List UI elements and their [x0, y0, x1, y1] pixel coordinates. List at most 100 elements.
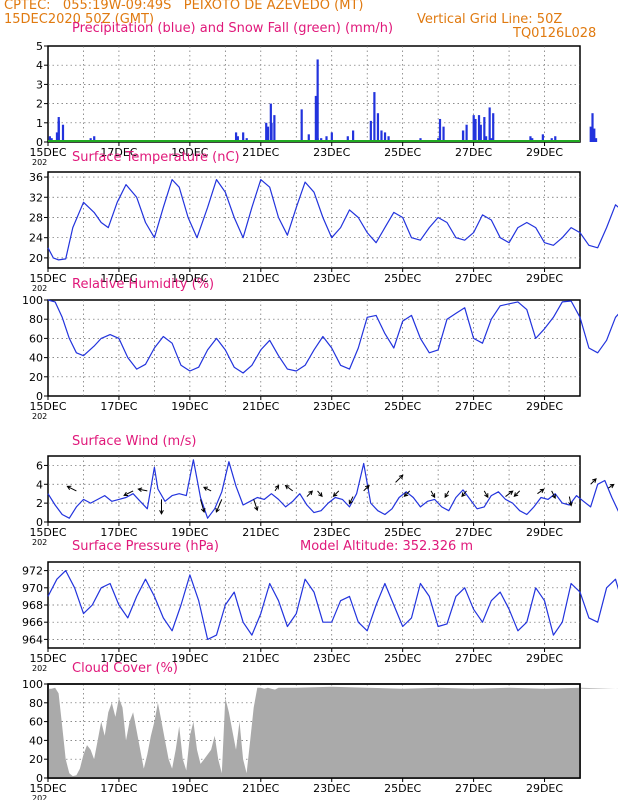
precip-ytick-label: 5: [36, 40, 43, 53]
precip-bar: [477, 115, 481, 142]
cloud-year-stub: 202: [32, 794, 47, 800]
precip-bar: [383, 132, 387, 142]
wind-vector: [363, 484, 370, 492]
precip-bar: [369, 120, 372, 142]
precip-bar: [307, 134, 310, 142]
wind-vector: [284, 484, 294, 492]
precip-ytick-label: 4: [36, 59, 43, 72]
pressure-ytick-label: 970: [22, 582, 43, 595]
temp-year-stub: 202: [32, 284, 47, 293]
rh-ytick-label: 0: [36, 390, 43, 403]
precip-bar: [346, 136, 349, 142]
precip-xtick-label: 29DEC: [526, 146, 563, 159]
wind-vector: [395, 474, 404, 483]
cloud-ytick-label: 100: [22, 678, 43, 691]
precip-bar: [442, 126, 445, 142]
cloud-xtick-label: 27DEC: [455, 782, 492, 795]
rh-xtick-label: 21DEC: [242, 400, 279, 413]
precip-bar: [269, 103, 272, 142]
rh-frame: [47, 299, 581, 397]
wind-vector: [137, 487, 148, 493]
precip-bar: [593, 128, 596, 142]
pressure-ytick-label: 964: [22, 633, 43, 646]
temp-series-line: [47, 179, 618, 261]
precip-bar: [465, 124, 468, 142]
rh-ytick-label: 40: [29, 352, 43, 365]
precip-frame: [47, 45, 581, 143]
wind-xtick-label: 17DEC: [100, 526, 137, 539]
rh-year-stub: 202: [32, 412, 47, 421]
cloud-xtick-label: 21DEC: [242, 782, 279, 795]
precip-ytick-label: 1: [36, 117, 43, 130]
rh-xtick-label: 17DEC: [100, 400, 137, 413]
precip-xtick-label: 25DEC: [384, 146, 421, 159]
wind-vector: [159, 499, 164, 515]
precip-bar: [352, 130, 355, 142]
rh-ytick-label: 20: [29, 371, 43, 384]
cloud-ytick-label: 20: [29, 753, 43, 766]
precip-bar: [541, 134, 544, 142]
cloud-xtick-label: 19DEC: [171, 782, 208, 795]
wind-vector: [317, 490, 323, 498]
header-line1: CPTEC: 055:19W-09:49S PEIXOTO DE AZEVEDO…: [4, 0, 364, 13]
pressure-title: Surface Pressure (hPa): [72, 539, 219, 554]
temp-xtick-label: 25DEC: [384, 272, 421, 285]
precip-bar: [492, 113, 495, 142]
precip-xtick-label: 23DEC: [313, 146, 350, 159]
precip-bar: [589, 126, 592, 142]
pressure-xtick-label: 29DEC: [526, 652, 563, 665]
temp-xtick-label: 27DEC: [455, 272, 492, 285]
rh-ytick-label: 80: [29, 313, 43, 326]
precip-bar: [472, 115, 475, 142]
wind-xtick-label: 29DEC: [526, 526, 563, 539]
pressure-ytick-label: 972: [22, 565, 43, 578]
temp-xtick-label: 23DEC: [313, 272, 350, 285]
temp-ytick-label: 28: [29, 211, 43, 224]
cloud-ytick-label: 0: [36, 772, 43, 785]
temp-ytick-label: 36: [29, 171, 43, 184]
rh-ytick-label: 60: [29, 332, 43, 345]
rh-xtick-label: 27DEC: [455, 400, 492, 413]
precip-bar: [461, 130, 465, 142]
precip-title: Precipitation (blue) and Snow Fall (gree…: [72, 21, 393, 36]
rh-xtick-label: 23DEC: [313, 400, 350, 413]
pressure-xtick-label: 25DEC: [384, 652, 421, 665]
precip-bar: [314, 95, 317, 142]
precip-ytick-label: 0: [36, 136, 43, 149]
wind-vector: [608, 483, 615, 489]
temp-ytick-label: 24: [29, 232, 43, 245]
temp-frame: [47, 171, 581, 269]
rh-xtick-label: 19DEC: [171, 400, 208, 413]
wind-vector: [253, 499, 259, 512]
pressure-ytick-label: 968: [22, 599, 43, 612]
cloud-ytick-label: 60: [29, 716, 43, 729]
wind-vector: [590, 478, 597, 485]
cloud-ytick-label: 40: [29, 734, 43, 747]
pressure-ytick-label: 966: [22, 616, 43, 629]
temp-ytick-label: 20: [29, 252, 43, 265]
precip-xtick-label: 15DEC: [29, 146, 66, 159]
wind-vector: [403, 490, 411, 498]
wind-vector: [215, 499, 223, 513]
wind-vector: [66, 485, 77, 492]
wind-frame: [47, 455, 581, 523]
wind-ytick-label: 4: [36, 478, 43, 491]
wind-vector: [274, 484, 280, 492]
wind-year-stub: 202: [32, 538, 47, 547]
precip-bar: [488, 107, 491, 142]
header-line2-right: Vertical Grid Line: 50Z: [417, 12, 563, 27]
precip-bar: [438, 118, 442, 142]
header-line2-left: 15DEC2020 50Z (GMT): [4, 12, 155, 27]
wind-ytick-label: 6: [36, 459, 43, 472]
temp-xtick-label: 19DEC: [171, 272, 208, 285]
cloud-frame-overlay: [47, 683, 581, 779]
cloud-area: [48, 686, 618, 778]
wind-xtick-label: 19DEC: [171, 526, 208, 539]
precip-xtick-label: 19DEC: [171, 146, 208, 159]
precip-bar: [93, 136, 96, 142]
wind-vector: [513, 490, 521, 498]
wind-vector: [203, 486, 212, 492]
cloud-ytick-label: 80: [29, 697, 43, 710]
precip-bar: [387, 136, 390, 142]
